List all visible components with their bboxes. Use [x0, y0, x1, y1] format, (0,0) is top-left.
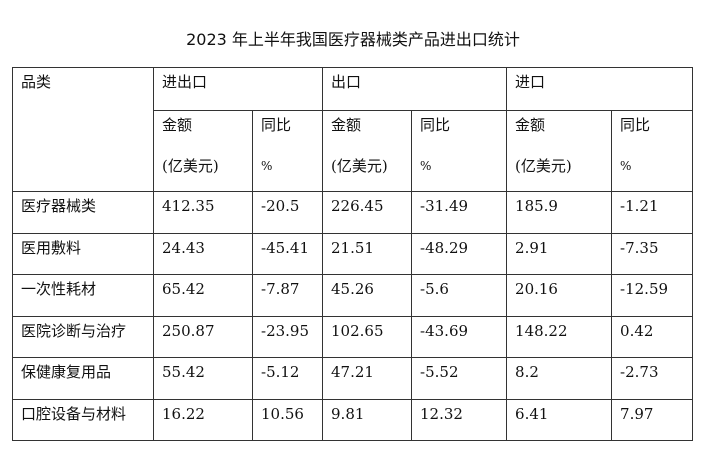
value-cell: 24.43: [153, 232, 253, 275]
value-cell: -5.6: [411, 274, 508, 317]
value-cell: 102.65: [322, 315, 413, 358]
value-cell: 185.9: [506, 191, 613, 234]
value-cell: 21.51: [322, 232, 413, 275]
group-header: 进出口: [152, 67, 324, 111]
category-cell: 口腔设备与材料: [12, 398, 154, 441]
header-row: 品类 进出口 出口 进口: [12, 67, 694, 192]
title: 2023 年上半年我国医疗器械类产品进出口统计: [186, 30, 520, 49]
category-cell: 医院诊断与治疗: [12, 315, 154, 358]
value-cell: -43.69: [411, 315, 508, 358]
subheader-label: 同比: [261, 116, 292, 134]
value-cell: 55.42: [153, 357, 253, 400]
category-cell: 一次性耗材: [12, 274, 154, 317]
value-cell: 148.22: [506, 315, 613, 358]
category-cell: 医用敷料: [12, 232, 154, 275]
data-row: 口腔设备与材料 16.22 10.56 9.81 12.32 6.41 7.97: [12, 398, 694, 441]
subheader-unit: %: [420, 159, 432, 173]
category-header: 品类: [12, 67, 154, 192]
value-cell: 12.32: [411, 398, 508, 441]
subheader-label: 同比: [420, 116, 451, 134]
value-cell: 45.26: [322, 274, 413, 317]
value-cell: 226.45: [322, 191, 413, 234]
value-cell: -7.87: [251, 274, 324, 317]
subheader-unit: %: [620, 159, 632, 173]
subheader-label: 同比: [620, 116, 651, 134]
value-cell: 412.35: [153, 191, 253, 234]
value-cell: -2.73: [611, 357, 694, 400]
subheader-cell: 同比%: [251, 110, 324, 192]
category-cell: 保健康复用品: [12, 357, 154, 400]
data-row: 保健康复用品 55.42 -5.12 47.21 -5.52 8.2 -2.73: [12, 357, 694, 400]
value-cell: -7.35: [611, 232, 694, 275]
value-cell: 8.2: [506, 357, 613, 400]
value-cell: 16.22: [153, 398, 253, 441]
data-row: 医用敷料 24.43 -45.41 21.51 -48.29 2.91 -7.35: [12, 232, 694, 275]
subheader-label: 金额: [515, 116, 546, 134]
data-row: 一次性耗材 65.42 -7.87 45.26 -5.6 20.16 -12.59: [12, 274, 694, 317]
value-cell: -45.41: [251, 232, 324, 275]
subheader-label: 金额: [162, 116, 193, 134]
subheader-cell: 金额 (亿美元): [322, 110, 413, 192]
value-cell: 0.42: [611, 315, 694, 358]
subheader-unit: (亿美元): [515, 157, 572, 175]
subheader-unit: %: [261, 159, 273, 173]
group-header: 出口: [322, 67, 508, 111]
value-cell: -48.29: [411, 232, 508, 275]
value-cell: 47.21: [322, 357, 413, 400]
value-cell: 250.87: [153, 315, 253, 358]
group-header: 进口: [506, 67, 694, 111]
value-cell: -23.95: [251, 315, 324, 358]
subheader-cell: 同比%: [411, 110, 508, 192]
subheader-cell: 金额 (亿美元): [506, 110, 613, 192]
value-cell: -1.21: [611, 191, 694, 234]
data-row: 医院诊断与治疗 250.87 -23.95 102.65 -43.69 148.22 0.4…: [12, 315, 694, 358]
value-cell: -20.5: [251, 191, 324, 234]
value-cell: -5.52: [411, 357, 508, 400]
value-cell: -5.12: [251, 357, 324, 400]
subheader-unit: (亿美元): [162, 157, 219, 175]
value-cell: 2.91: [506, 232, 613, 275]
subheader-cell: 同比%: [611, 110, 694, 192]
statistics-table: 品类 进出口 出口 进口 金额 (亿美元) 同比% 金额 (亿美元) 同比% 金额 (亿美元) 同比% 医…: [12, 67, 694, 441]
value-cell: -31.49: [411, 191, 508, 234]
value-cell: 7.97: [611, 398, 694, 441]
value-cell: -12.59: [611, 274, 694, 317]
subheader-cell: 金额 (亿美元): [153, 110, 253, 192]
subheader-unit: (亿美元): [331, 157, 388, 175]
subheader-label: 金额: [331, 116, 362, 134]
subheader-row: 金额 (亿美元) 同比% 金额 (亿美元) 同比% 金额 (亿美元) 同比%: [13, 110, 694, 192]
value-cell: 65.42: [153, 274, 253, 317]
value-cell: 20.16: [506, 274, 613, 317]
category-cell: 医疗器械类: [12, 191, 154, 234]
value-cell: 6.41: [506, 398, 613, 441]
value-cell: 10.56: [251, 398, 324, 441]
data-row: 医疗器械类 412.35 -20.5 226.45 -31.49 185.9 -1.21: [12, 191, 694, 234]
value-cell: 9.81: [322, 398, 413, 441]
